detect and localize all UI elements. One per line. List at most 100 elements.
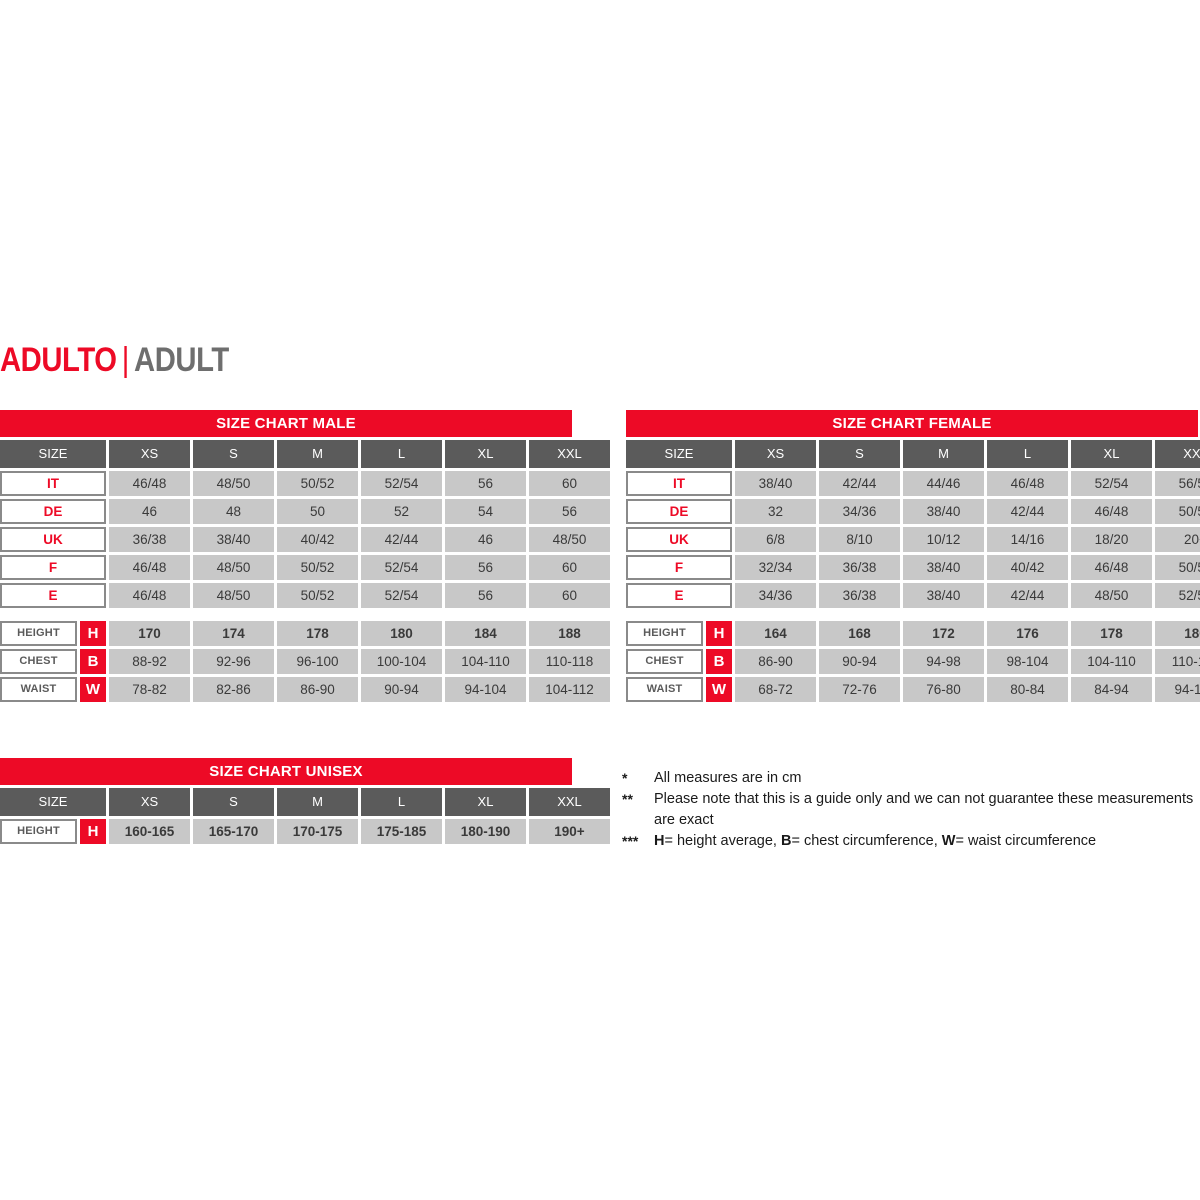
table-cell: 52/54 <box>361 471 442 496</box>
table-cell: 56 <box>445 471 526 496</box>
row-label-uk: UK <box>626 527 732 552</box>
column-header-xxl: XXL <box>529 788 610 816</box>
column-header-xs: XS <box>109 440 190 468</box>
column-header-l: L <box>987 440 1068 468</box>
table-cell: 86-90 <box>735 649 816 674</box>
row-badge-h: H <box>80 621 106 646</box>
row-label-e: E <box>0 583 106 608</box>
table-cell: 42/44 <box>819 471 900 496</box>
table-cell: 72-76 <box>819 677 900 702</box>
table-cell: 40/42 <box>987 555 1068 580</box>
table-cell: 82-86 <box>193 677 274 702</box>
row-label-uk: UK <box>0 527 106 552</box>
row-label-text: HEIGHT <box>0 819 77 844</box>
row-label-de: DE <box>0 499 106 524</box>
table-cell: 42/44 <box>987 583 1068 608</box>
table-cell: 175-185 <box>361 819 442 844</box>
row-label-height: HEIGHT H <box>0 621 106 646</box>
size-chart-unisex: SIZE CHART UNISEX SIZE XS S M L XL XXL HEIGHT H 1… <box>0 758 610 844</box>
table-cell: 94-102 <box>1155 677 1200 702</box>
table-cell: 96-100 <box>277 649 358 674</box>
table-cell: 10/12 <box>903 527 984 552</box>
row-badge-w: W <box>706 677 732 702</box>
row-label-de: DE <box>626 499 732 524</box>
row-label-waist: WAIST W <box>0 677 106 702</box>
row-label-text: WAIST <box>0 677 77 702</box>
page-title-separator: | <box>121 341 130 379</box>
row-label-f: F <box>626 555 732 580</box>
column-header-m: M <box>277 440 358 468</box>
column-header-size: SIZE <box>0 788 106 816</box>
page-title-italian: ADULTO <box>0 341 117 379</box>
table-cell: 50/52 <box>277 471 358 496</box>
table-cell: 92-96 <box>193 649 274 674</box>
row-label-text: HEIGHT <box>626 621 703 646</box>
table-cell: 98-104 <box>987 649 1068 674</box>
table-cell: 54 <box>445 499 526 524</box>
table-cell: 48/50 <box>193 583 274 608</box>
table-cell: 46/48 <box>109 471 190 496</box>
table-cell: 176 <box>987 621 1068 646</box>
table-cell: 170 <box>109 621 190 646</box>
table-cell: 180 <box>361 621 442 646</box>
table-cell: 94-98 <box>903 649 984 674</box>
row-label-height: HEIGHT H <box>626 621 732 646</box>
table-cell: 60 <box>529 471 610 496</box>
size-chart-female-title: SIZE CHART FEMALE <box>626 410 1198 437</box>
table-cell: 44/46 <box>903 471 984 496</box>
size-chart-unisex-title: SIZE CHART UNISEX <box>0 758 572 785</box>
table-cell: 46 <box>109 499 190 524</box>
table-cell: 18/20 <box>1071 527 1152 552</box>
table-cell: 46/48 <box>109 555 190 580</box>
table-cell: 160-165 <box>109 819 190 844</box>
table-cell: 48 <box>193 499 274 524</box>
footnote-marker: ** <box>622 791 633 807</box>
table-cell: 52/54 <box>361 555 442 580</box>
table-cell: 84-94 <box>1071 677 1152 702</box>
table-cell: 52/54 <box>361 583 442 608</box>
column-header-m: M <box>903 440 984 468</box>
table-cell: 178 <box>1071 621 1152 646</box>
table-cell: 172 <box>903 621 984 646</box>
table-cell: 180-190 <box>445 819 526 844</box>
table-cell: 80-84 <box>987 677 1068 702</box>
footnote-item: *** H= height average, B= chest circumfer… <box>622 831 1200 852</box>
table-cell: 50/52 <box>277 555 358 580</box>
row-label-e: E <box>626 583 732 608</box>
table-cell: 56/58 <box>1155 471 1200 496</box>
row-label-chest: CHEST B <box>0 649 106 674</box>
table-cell: 90-94 <box>361 677 442 702</box>
table-cell: 56 <box>529 499 610 524</box>
table-cell: 52 <box>361 499 442 524</box>
table-cell: 38/40 <box>903 499 984 524</box>
footnote-text: Please note that this is a guide only an… <box>654 791 1194 828</box>
table-cell: 60 <box>529 583 610 608</box>
row-label-text: HEIGHT <box>0 621 77 646</box>
table-cell: 42/44 <box>987 499 1068 524</box>
row-label-text: CHEST <box>0 649 77 674</box>
size-chart-female-grid: SIZEXSSMLXLXXLIT38/4042/4444/4646/4852/5… <box>626 440 1200 702</box>
footnotes: * All measures are in cm ** Please note tha… <box>622 768 1200 852</box>
table-cell: 40/42 <box>277 527 358 552</box>
table-cell: 110-118 <box>1155 649 1200 674</box>
row-badge-b: B <box>706 649 732 674</box>
table-cell: 76-80 <box>903 677 984 702</box>
column-header-xl: XL <box>1071 440 1152 468</box>
table-cell: 50/52 <box>1155 499 1200 524</box>
size-chart-male-grid: SIZE XS S M L XL XXL IT 46/48 48/50 50/52 52/54 56 60… <box>0 440 610 702</box>
footnote-text: H= height average, B= chest circumferenc… <box>654 833 1097 849</box>
row-label-height: HEIGHT H <box>0 819 106 844</box>
row-label-waist: WAIST W <box>626 677 732 702</box>
table-cell: 68-72 <box>735 677 816 702</box>
table-cell: 32 <box>735 499 816 524</box>
row-label-chest: CHEST B <box>626 649 732 674</box>
column-header-xxl: XXL <box>529 440 610 468</box>
table-cell: 6/8 <box>735 527 816 552</box>
column-header-s: S <box>193 440 274 468</box>
table-cell: 110-118 <box>529 649 610 674</box>
footnote-marker: * <box>622 770 628 786</box>
table-cell: 48/50 <box>1071 583 1152 608</box>
column-header-xl: XL <box>445 440 526 468</box>
size-chart-female: SIZE CHART FEMALE SIZEXSSMLXLXXLIT38/404… <box>626 410 1200 702</box>
column-header-l: L <box>361 440 442 468</box>
